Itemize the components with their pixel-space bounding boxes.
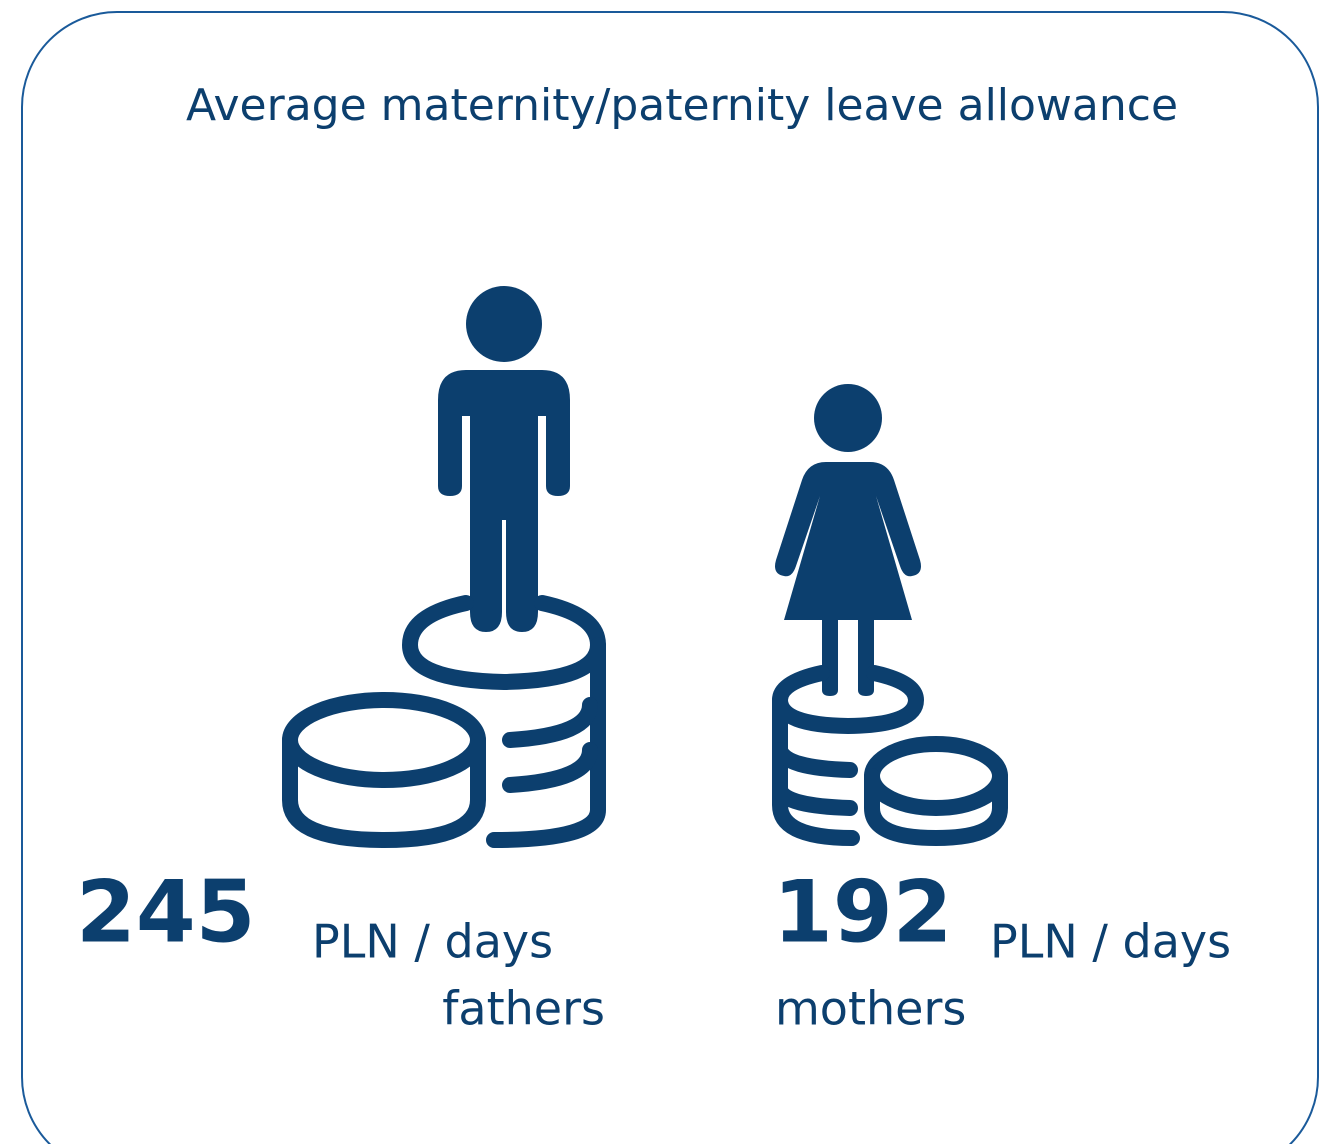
fathers-value: 245	[76, 862, 256, 962]
mothers-unit: PLN / days	[990, 915, 1231, 969]
fathers-label: fathers	[442, 982, 605, 1036]
fathers-unit: PLN / days	[312, 915, 553, 969]
card-border	[21, 11, 1319, 1144]
woman-icon	[775, 384, 921, 696]
coins-large	[282, 595, 607, 849]
man-icon	[438, 286, 570, 632]
title: Average maternity/paternity leave allowa…	[186, 80, 1178, 131]
mothers-value: 192	[773, 862, 953, 962]
mothers-label: mothers	[775, 982, 966, 1036]
coins-small	[771, 665, 1008, 847]
